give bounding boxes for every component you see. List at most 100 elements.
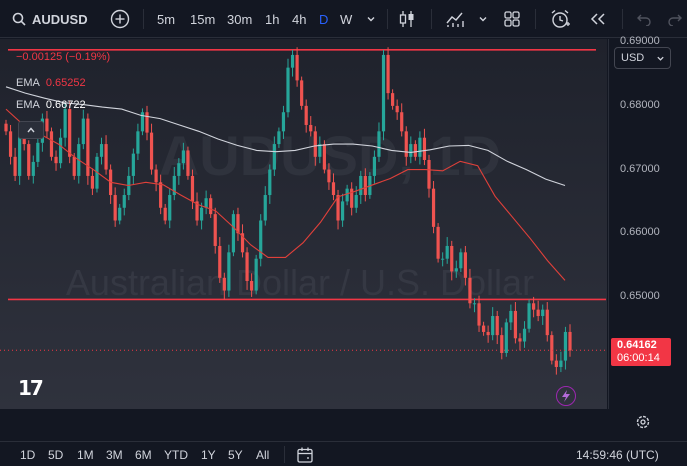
range-6m[interactable]: 6M <box>135 447 152 462</box>
lightning-icon <box>562 390 570 402</box>
toolbar-divider <box>535 9 536 29</box>
indicators-dropdown[interactable] <box>478 0 488 38</box>
candle-body <box>149 132 154 170</box>
price-axis[interactable]: 0.69000 0.68000 0.67000 0.66000 0.65000 <box>608 35 687 409</box>
rewind-icon <box>590 13 605 25</box>
current-price-tag: 0.64162 06:00:14 <box>611 338 671 366</box>
candle-body <box>418 137 422 157</box>
interval-1h[interactable]: 1h <box>265 11 280 27</box>
utc-clock[interactable]: 14:59:46 (UTC) <box>576 447 659 462</box>
candle-body <box>350 188 354 208</box>
interval-5m[interactable]: 5m <box>157 11 176 27</box>
interval-15m[interactable]: 15m <box>190 11 216 27</box>
interval-4h[interactable]: 4h <box>292 11 307 27</box>
candle-body <box>400 112 404 132</box>
chart-settings-button[interactable] <box>635 414 651 435</box>
range-5y[interactable]: 5Y <box>228 447 243 462</box>
candle-body <box>381 54 386 132</box>
ema-fast-label: EMA <box>16 77 40 89</box>
range-all[interactable]: All <box>256 447 270 462</box>
plus-circle-icon <box>110 9 130 29</box>
candle-body <box>550 335 554 361</box>
interval-dropdown[interactable] <box>366 0 376 38</box>
toolbar-divider <box>622 9 623 29</box>
candle-body <box>522 328 527 342</box>
range-3m[interactable]: 3M <box>106 447 123 462</box>
range-5d[interactable]: 5D <box>48 447 64 462</box>
ema-fast-value: 0.65252 <box>45 77 86 89</box>
search-icon <box>12 12 26 26</box>
candle-body <box>536 309 540 317</box>
price-axis-label: 0.65000 <box>620 289 660 302</box>
legend-ema-slow[interactable]: EMA 0.66722 <box>16 99 86 111</box>
candle-body <box>218 245 222 278</box>
currency-select[interactable]: USD <box>614 47 671 69</box>
range-1y[interactable]: 1Y <box>201 447 216 462</box>
candle-body <box>227 252 231 291</box>
interval-w[interactable]: W <box>340 11 353 27</box>
candle-body <box>99 144 104 157</box>
candle-body <box>81 118 85 145</box>
price-axis-label: 0.69000 <box>620 35 660 48</box>
candle-body <box>290 54 295 68</box>
candle-body <box>104 144 108 170</box>
legend-ema-fast[interactable]: EMA 0.65252 <box>16 77 86 89</box>
candle-body <box>254 258 258 291</box>
undo-button[interactable] <box>636 0 652 38</box>
candle-body <box>177 163 181 176</box>
ema-slow-value: 0.66722 <box>45 99 86 111</box>
candle-body <box>295 54 299 81</box>
price-chart[interactable]: Australian Dollar / U.S. Dollar AUDUSD, … <box>0 39 687 409</box>
indicators-button[interactable] <box>445 0 467 38</box>
candle-body <box>459 252 463 269</box>
candle-body <box>327 169 331 183</box>
interval-d[interactable]: D <box>319 11 329 27</box>
news-flash-icon[interactable] <box>556 386 576 406</box>
candles <box>4 47 572 375</box>
candle-body <box>140 112 145 132</box>
alert-button[interactable] <box>549 0 571 38</box>
top-toolbar: AUDUSD 5m 15m 30m 1h 4h D W <box>0 0 687 38</box>
tradingview-logo[interactable]: 17 <box>18 376 44 400</box>
redo-button[interactable] <box>667 0 683 38</box>
ema-slow-label: EMA <box>16 99 40 111</box>
range-ytd[interactable]: YTD <box>164 447 188 462</box>
layout-button[interactable] <box>503 0 521 38</box>
candle-body <box>259 220 263 259</box>
chart-type-button[interactable] <box>397 0 417 38</box>
candle-body <box>13 156 17 176</box>
range-1m[interactable]: 1M <box>77 447 94 462</box>
candle-body <box>213 214 217 246</box>
symbol-search[interactable]: AUDUSD <box>12 0 88 38</box>
candle-body <box>49 131 54 157</box>
chevron-up-icon <box>27 127 35 133</box>
candle-body <box>8 131 13 157</box>
candle-body <box>322 144 326 170</box>
legend-change: −0.00125 (−0.19%) <box>16 51 110 63</box>
candle-body <box>36 142 40 162</box>
candle-body <box>45 118 49 132</box>
candle-body <box>331 182 336 196</box>
candle-body <box>559 360 563 367</box>
gear-icon <box>636 415 650 429</box>
goto-date-button[interactable] <box>296 442 314 466</box>
logo-text: 17 <box>18 376 44 400</box>
candle-body <box>450 245 454 272</box>
chevron-down-icon <box>479 17 487 22</box>
candle-body <box>318 144 322 157</box>
candle-body <box>145 112 149 133</box>
candle-body <box>504 322 508 353</box>
candle-body <box>363 175 367 196</box>
replay-button[interactable] <box>589 0 607 38</box>
range-1d[interactable]: 1D <box>20 447 36 462</box>
candle-body <box>204 198 208 208</box>
interval-30m[interactable]: 30m <box>227 11 253 27</box>
candle-body <box>118 207 122 221</box>
candle-body <box>281 112 286 132</box>
candle-body <box>409 144 413 157</box>
candle-body <box>395 105 399 113</box>
price-axis-label: 0.66000 <box>620 226 660 239</box>
compare-symbol-button[interactable] <box>110 0 130 38</box>
collapse-legend-button[interactable] <box>18 121 44 139</box>
candle-body <box>58 137 63 164</box>
